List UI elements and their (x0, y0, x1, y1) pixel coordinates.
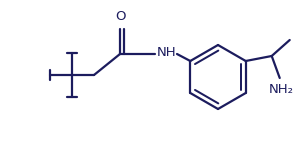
Text: O: O (115, 10, 125, 23)
Text: NH₂: NH₂ (269, 83, 294, 96)
Text: NH: NH (157, 46, 177, 60)
